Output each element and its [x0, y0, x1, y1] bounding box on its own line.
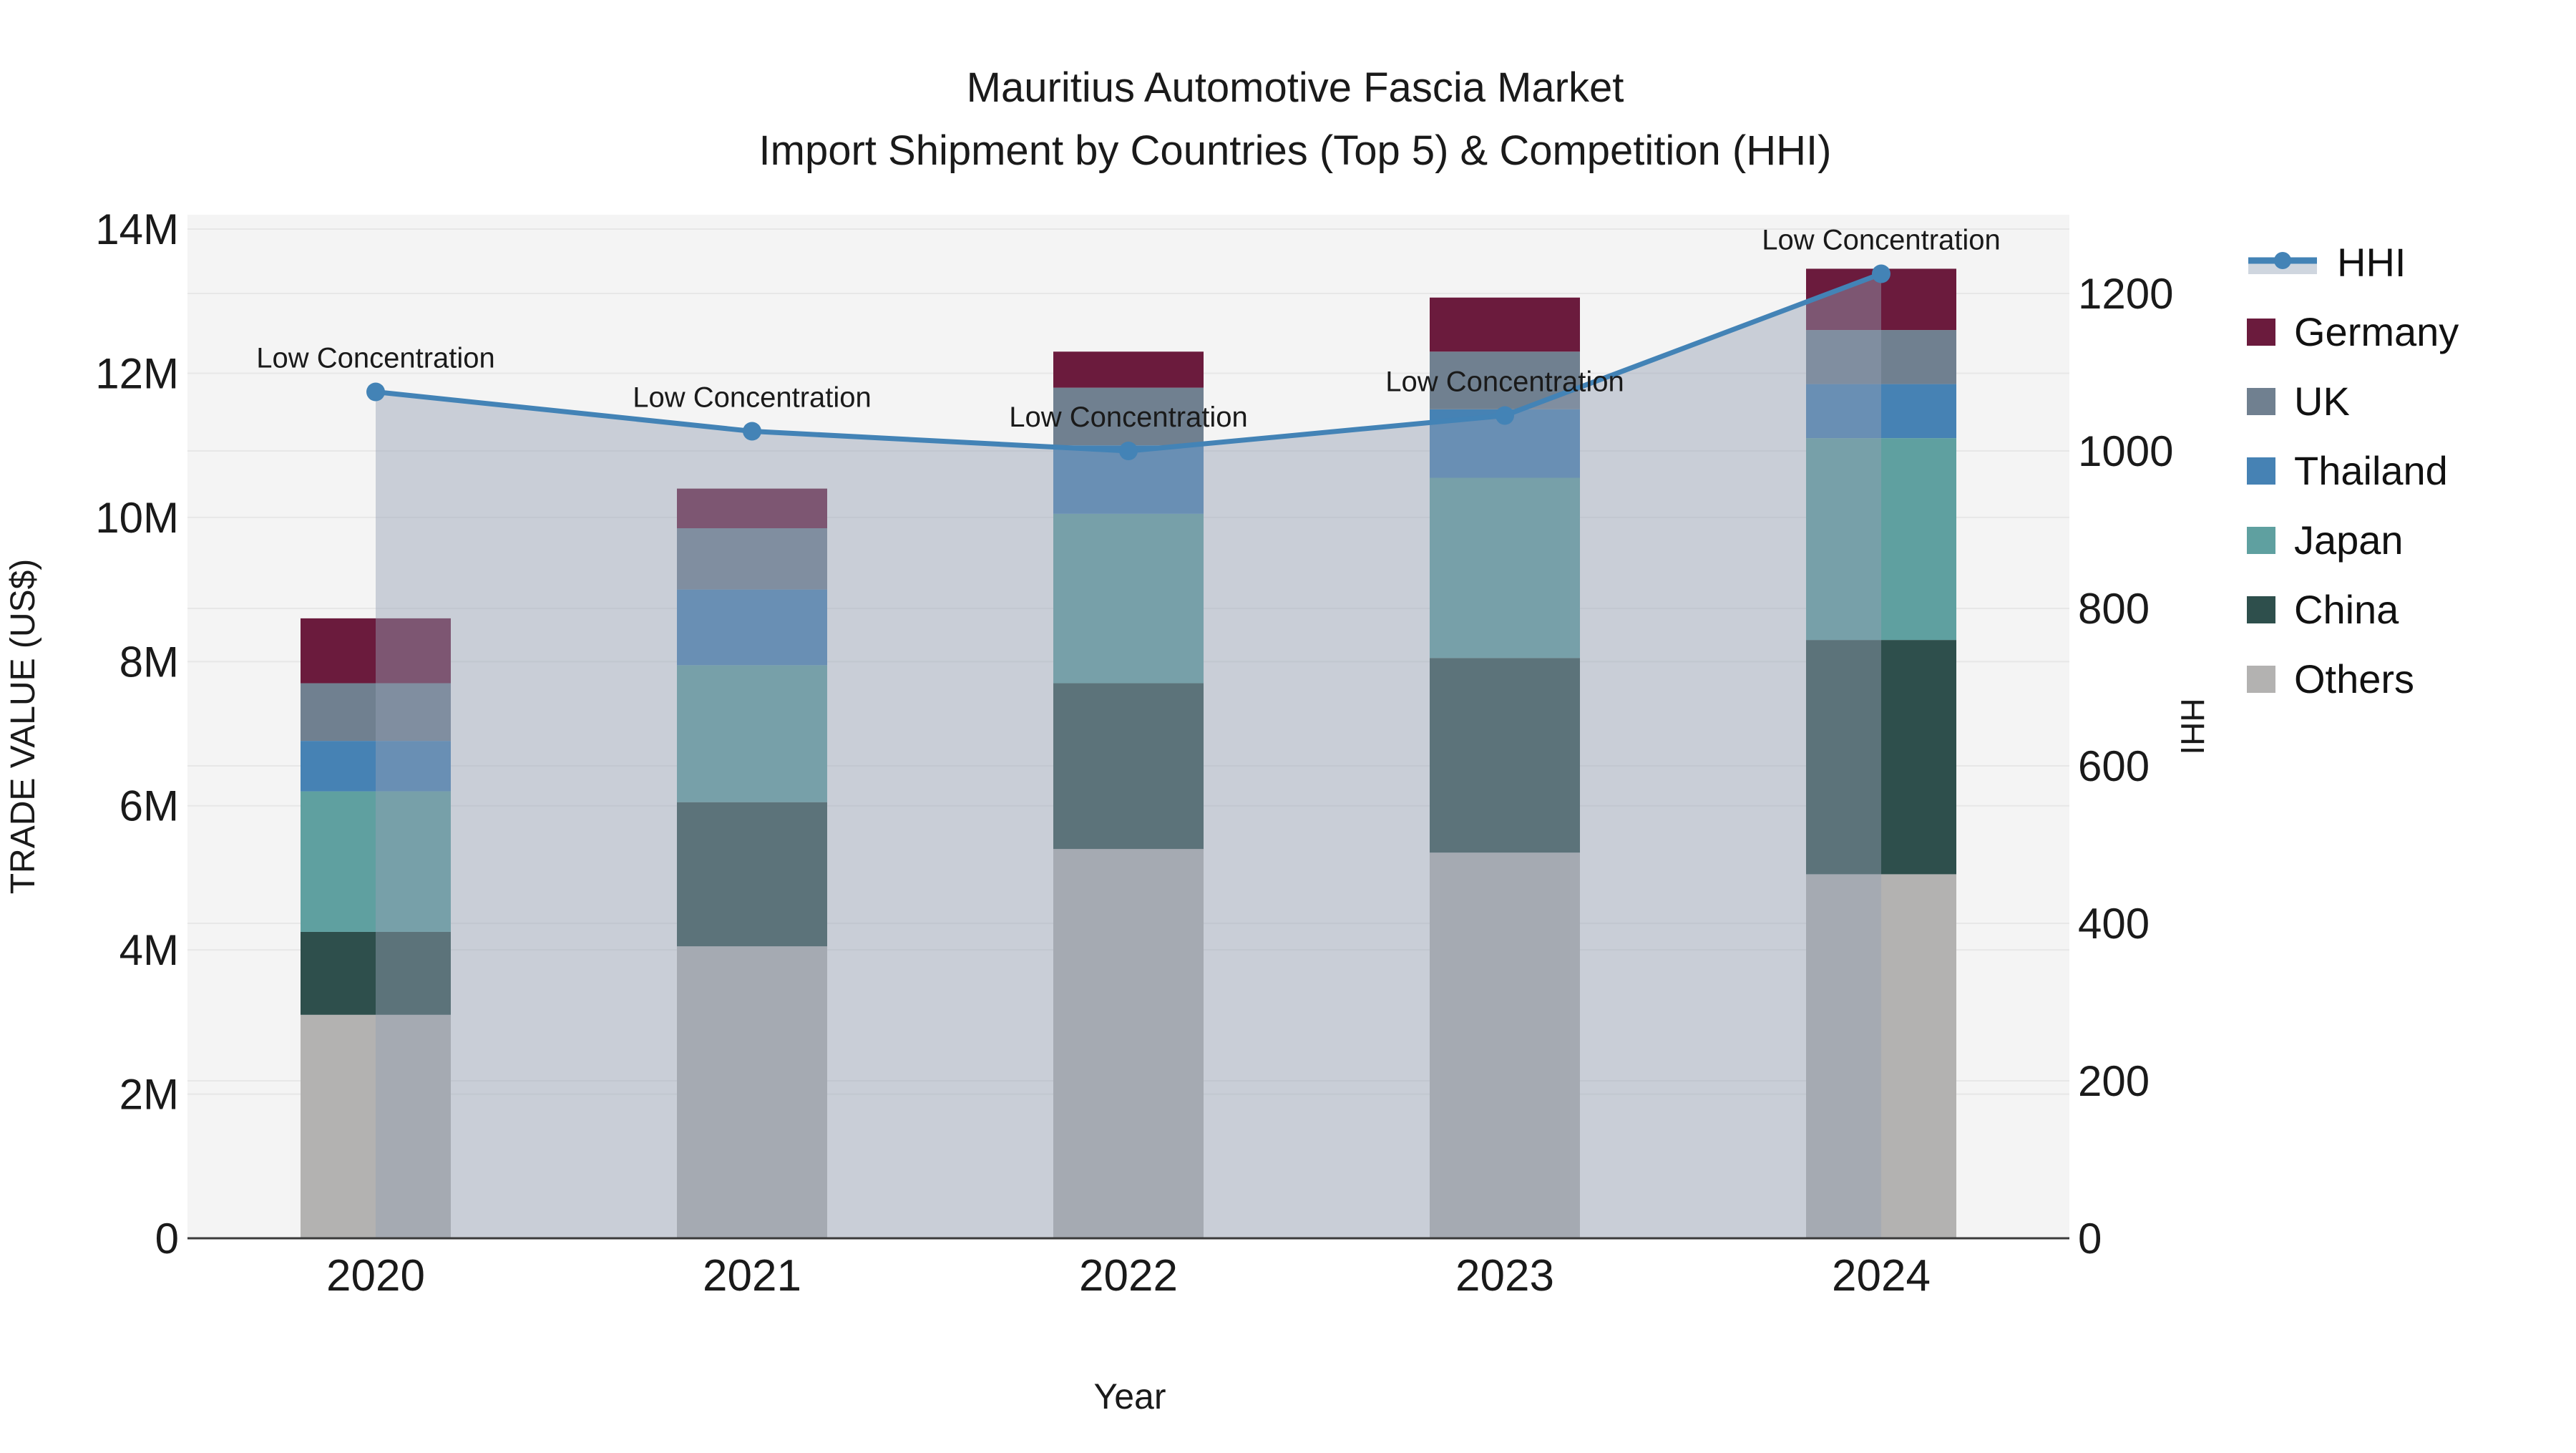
- hhi-marker-2021[interactable]: [743, 422, 761, 441]
- bar-segment-2022-uk[interactable]: [1053, 387, 1204, 446]
- bar-segment-2021-others[interactable]: [677, 946, 827, 1238]
- y-left-tick-6M: 6M: [119, 782, 179, 830]
- legend-color-swatch-germany: [2247, 318, 2275, 346]
- bar-segment-2020-thailand[interactable]: [301, 741, 451, 792]
- bar-segment-2023-japan[interactable]: [1430, 477, 1580, 659]
- legend-color-swatch-uk: [2247, 387, 2275, 415]
- legend-color-swatch-japan: [2247, 526, 2275, 554]
- x-tick-2021: 2021: [703, 1251, 801, 1301]
- legend-item-others[interactable]: Others: [2247, 644, 2459, 714]
- legend-label-china: China: [2294, 587, 2399, 632]
- y-right-tick-600: 600: [2078, 742, 2150, 790]
- bar-segment-2021-japan[interactable]: [677, 665, 827, 802]
- y-right-tick-200: 200: [2078, 1057, 2150, 1105]
- bar-segment-2024-uk[interactable]: [1806, 330, 1956, 384]
- bar-segment-2020-germany[interactable]: [301, 618, 451, 684]
- y-right-tick-1000: 1000: [2078, 427, 2173, 475]
- bar-segment-2022-china[interactable]: [1053, 683, 1204, 850]
- bar-segment-2021-germany[interactable]: [677, 488, 827, 529]
- bar-segment-2022-germany[interactable]: [1053, 351, 1204, 388]
- x-tick-2020: 2020: [326, 1251, 425, 1301]
- y-left-tick-8M: 8M: [119, 638, 179, 686]
- annotation-2024: Low Concentration: [1762, 225, 2001, 256]
- legend-item-thailand[interactable]: Thailand: [2247, 436, 2459, 505]
- annotations: Low Concentration Low Concentration Low Co…: [256, 225, 2001, 434]
- hhi-marker-2022[interactable]: [1119, 442, 1138, 460]
- hhi-area: [376, 273, 1881, 1238]
- y-left-tick-4M: 4M: [119, 926, 179, 974]
- y-right-tick-1200: 1200: [2078, 270, 2173, 318]
- legend: HHI Germany UK Thailand Japan China Others: [2247, 228, 2459, 714]
- bar-segment-2023-germany[interactable]: [1430, 297, 1580, 352]
- bar-segment-2023-china[interactable]: [1430, 658, 1580, 853]
- bar-segment-2020-uk[interactable]: [301, 683, 451, 742]
- bar-segment-2023-others[interactable]: [1430, 852, 1580, 1238]
- chart-title-line1: Mauritius Automotive Fascia Market: [967, 64, 1624, 111]
- y-left-tick-2M: 2M: [119, 1071, 179, 1119]
- y-left-tick-12M: 12M: [95, 349, 179, 397]
- axis-ticks: 0 2M 4M 6M 8M 10M 12M 14M 0 200 400 600 800 1000 1200 2…: [95, 205, 2173, 1301]
- y-right-tick-400: 400: [2078, 900, 2150, 948]
- hhi-area-fill: [376, 273, 1881, 1238]
- x-tick-2023: 2023: [1455, 1251, 1554, 1301]
- x-tick-2024: 2024: [1832, 1251, 1931, 1301]
- y-right-tick-800: 800: [2078, 585, 2150, 633]
- legend-label-japan: Japan: [2294, 517, 2404, 563]
- bar-segment-2020-china[interactable]: [301, 931, 451, 1015]
- legend-item-china[interactable]: China: [2247, 575, 2459, 644]
- bar-segment-2021-china[interactable]: [677, 802, 827, 947]
- x-tick-2022: 2022: [1079, 1251, 1178, 1301]
- bar-segment-2020-japan[interactable]: [301, 791, 451, 932]
- x-axis-title: Year: [1093, 1376, 1166, 1416]
- bar-segment-2024-others[interactable]: [1806, 874, 1956, 1238]
- y-right-tick-0: 0: [2078, 1215, 2102, 1263]
- legend-item-hhi[interactable]: HHI: [2247, 228, 2459, 297]
- y-axis-title-right: HHI: [2174, 698, 2211, 754]
- legend-label-thailand: Thailand: [2294, 448, 2448, 493]
- hhi-marker-2020[interactable]: [366, 382, 385, 402]
- chart-title-line2: Import Shipment by Countries (Top 5) & C…: [759, 127, 1832, 174]
- bar-segment-2021-thailand[interactable]: [677, 589, 827, 666]
- annotation-2022: Low Concentration: [1009, 402, 1248, 433]
- legend-item-uk[interactable]: UK: [2247, 366, 2459, 436]
- y-left-tick-0: 0: [155, 1215, 179, 1263]
- legend-color-swatch-thailand: [2247, 457, 2275, 485]
- legend-color-swatch-china: [2247, 596, 2275, 623]
- legend-hhi-line-swatch: [2248, 251, 2317, 274]
- y-left-tick-10M: 10M: [95, 494, 179, 542]
- legend-label-others: Others: [2294, 656, 2415, 701]
- bar-segment-2022-others[interactable]: [1053, 849, 1204, 1238]
- hhi-line: [366, 264, 1890, 460]
- bar-segment-2024-china[interactable]: [1806, 640, 1956, 875]
- stacked-bars: [301, 268, 1956, 1238]
- y-axis-title-left: TRADE VALUE (US$): [4, 559, 42, 895]
- bar-segment-2023-uk[interactable]: [1430, 351, 1580, 409]
- hhi-marker-2024[interactable]: [1872, 264, 1890, 283]
- hhi-marker-2023[interactable]: [1496, 406, 1514, 425]
- legend-item-japan[interactable]: Japan: [2247, 505, 2459, 575]
- legend-label-uk: UK: [2294, 379, 2350, 424]
- annotation-2020: Low Concentration: [256, 343, 495, 374]
- legend-color-swatch-others: [2247, 665, 2275, 693]
- legend-label-hhi: HHI: [2337, 240, 2406, 285]
- bar-segment-2022-japan[interactable]: [1053, 513, 1204, 684]
- y-left-tick-14M: 14M: [95, 205, 179, 253]
- bar-segment-2020-others[interactable]: [301, 1014, 451, 1238]
- annotation-2021: Low Concentration: [633, 382, 872, 414]
- annotation-2023: Low Concentration: [1385, 366, 1624, 398]
- bar-segment-2024-thailand[interactable]: [1806, 384, 1956, 439]
- bar-segment-2021-uk[interactable]: [677, 528, 827, 590]
- legend-item-germany[interactable]: Germany: [2247, 297, 2459, 366]
- legend-label-germany: Germany: [2294, 309, 2459, 354]
- bar-segment-2024-japan[interactable]: [1806, 438, 1956, 641]
